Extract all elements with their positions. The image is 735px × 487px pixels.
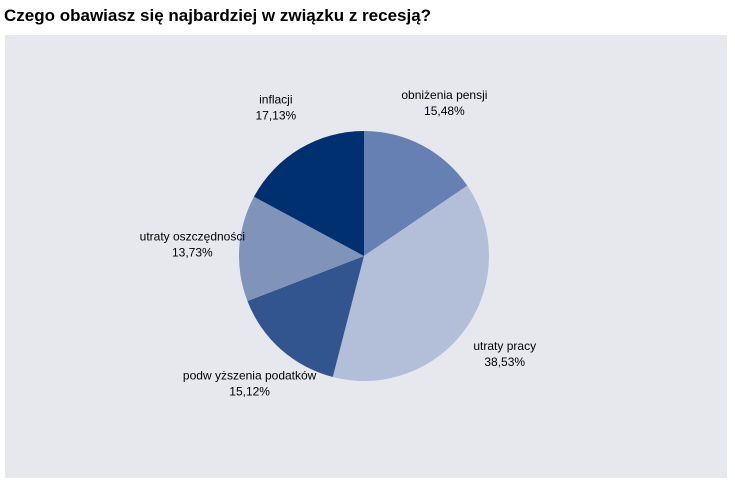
- value-label: 15,12%: [229, 385, 270, 399]
- value-label: 17,13%: [255, 108, 296, 122]
- value-label: 13,73%: [172, 245, 213, 259]
- pie-slice: [247, 256, 364, 378]
- pie-slice: [332, 185, 490, 382]
- pie-slice: [364, 131, 468, 256]
- slice-label: utraty oszczędności: [140, 229, 245, 243]
- slice-label: utraty pracy: [473, 339, 536, 353]
- slice-label: inflacji: [259, 92, 292, 106]
- chart-title: Czego obawiasz się najbardziej w związku…: [4, 6, 431, 25]
- slice-label: podw yższenia podatków: [183, 369, 317, 383]
- slice-label: obniżenia pensji: [401, 88, 487, 102]
- pie-slice: [239, 196, 364, 302]
- value-label: 15,48%: [424, 104, 465, 118]
- pie-slice: [253, 131, 364, 256]
- value-label: 38,53%: [484, 355, 525, 369]
